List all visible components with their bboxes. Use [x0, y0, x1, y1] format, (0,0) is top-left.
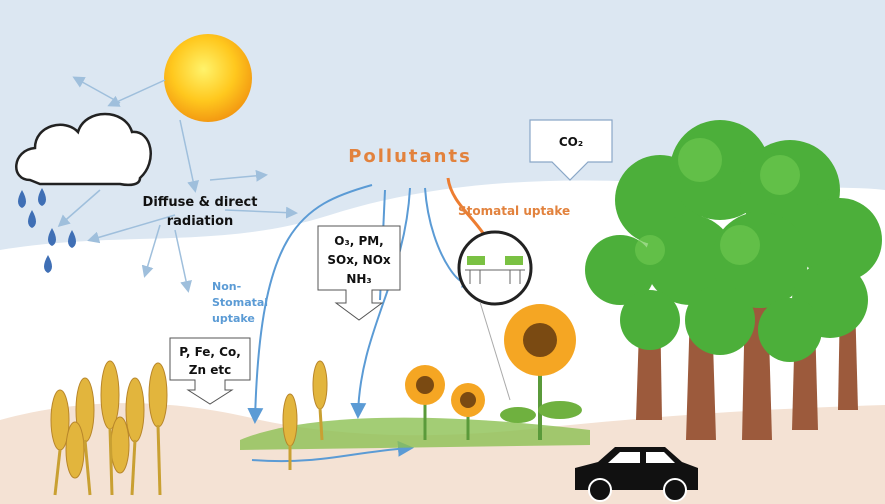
nutrient-line: P, Fe, Co,	[179, 345, 241, 359]
pollutants-label: Pollutants	[348, 146, 472, 167]
radiation-label: radiation	[167, 214, 234, 229]
non-stomatal-label: uptake	[212, 312, 255, 325]
pollutant-line: O₃, PM,	[334, 234, 384, 248]
radiation-label: Diffuse & direct	[143, 195, 258, 210]
non-stomatal-label: Stomatal	[212, 296, 268, 309]
co2-label: CO₂	[559, 135, 583, 149]
diagram: Diffuse & direct radiation Pollutants CO…	[0, 0, 885, 504]
non-stomatal-label: Non-	[212, 280, 241, 293]
sun	[164, 34, 252, 122]
nutrient-line: Zn etc	[189, 363, 231, 377]
pollutant-line: SOx, NOx	[327, 253, 391, 267]
stomata-inset	[459, 232, 531, 304]
stomatal-label: Stomatal uptake	[458, 204, 570, 218]
pollutant-line: NH₃	[346, 272, 371, 286]
